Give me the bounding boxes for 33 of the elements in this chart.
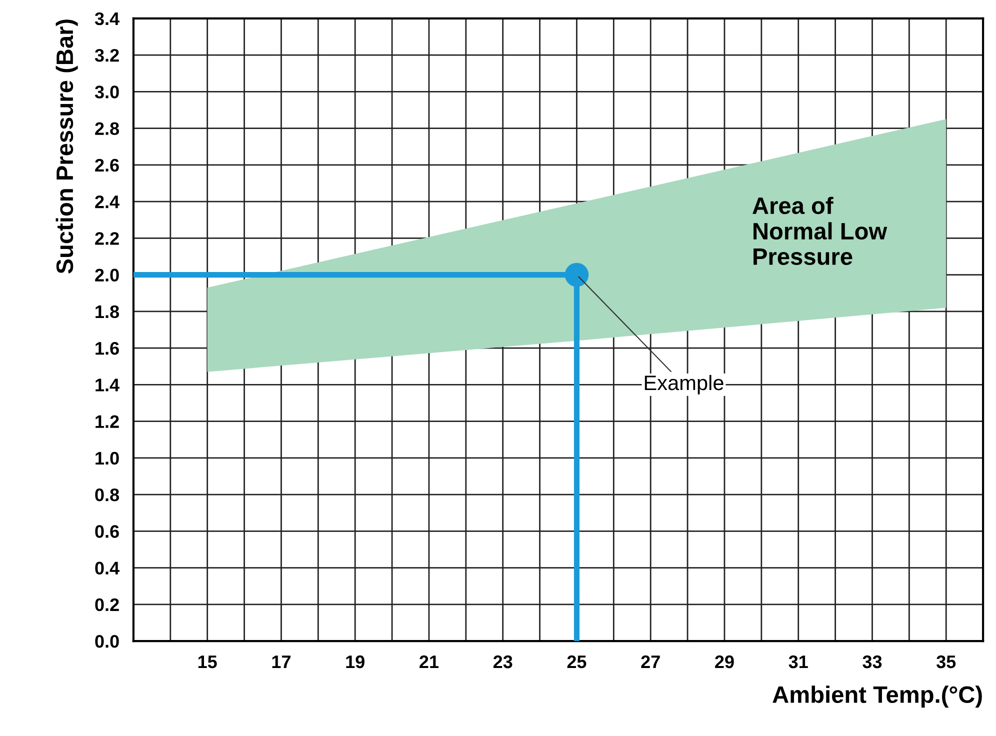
x-axis-title: Ambient Temp.(°C) [772, 686, 982, 708]
x-tick-label: 31 [788, 655, 808, 668]
y-tick-label: 1.6 [96, 342, 119, 355]
y-tick-label: 3.2 [94, 48, 119, 62]
x-tick-label: 17 [272, 656, 290, 668]
y-tick-label: 0.0 [95, 634, 119, 648]
annotation: Area of Normal Low Pressure [752, 196, 888, 265]
y-tick-label: 2.8 [95, 122, 120, 135]
x-tick-label: 33 [862, 655, 882, 668]
x-tick-label: 27 [641, 655, 660, 668]
y-tick-label: 2.0 [95, 268, 119, 282]
y-tick-label: 0.2 [95, 598, 119, 612]
x-tick-label: 21 [420, 655, 439, 668]
y-tick-label: 1.0 [96, 452, 119, 465]
y-tick-label: 0.4 [95, 562, 120, 575]
y-tick-label: 2.6 [95, 158, 119, 172]
y-tick-label: 2.4 [95, 195, 120, 208]
y-tick-label: 3.4 [94, 12, 120, 26]
x-tick-label: 19 [346, 655, 364, 668]
annotation: Example [644, 374, 724, 394]
x-tick-label: 29 [715, 655, 734, 668]
y-axis-title: Suction Pressure (Bar) [56, 20, 78, 274]
x-tick-label: 35 [936, 655, 956, 668]
y-tick-label: 1.4 [96, 378, 120, 392]
x-tick-label: 15 [198, 656, 217, 668]
y-tick-label: 0.8 [95, 488, 120, 502]
x-tick-label: 23 [493, 655, 512, 668]
y-tick-label: 0.6 [95, 525, 119, 538]
y-tick-label: 2.2 [95, 232, 119, 245]
y-tick-label: 1.2 [96, 415, 119, 428]
y-tick-label: 3.0 [94, 86, 119, 98]
y-tick-label: 1.8 [96, 305, 120, 318]
x-tick-label: 25 [567, 655, 586, 668]
